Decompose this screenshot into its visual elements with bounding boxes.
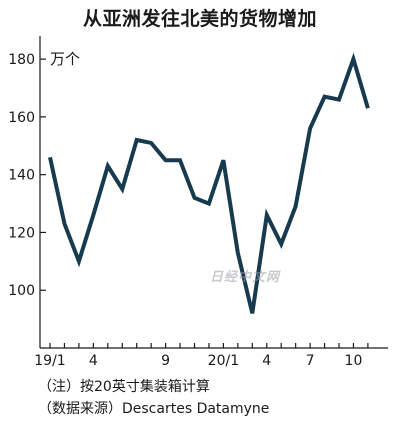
axes bbox=[39, 36, 388, 349]
footnote-unit: （注）按20英寸集装箱计算 bbox=[38, 379, 210, 395]
y-tick-label: 100 bbox=[8, 283, 35, 299]
footnote-source: （数据来源）Descartes Datamyne bbox=[38, 401, 270, 417]
x-tick-label: 7 bbox=[306, 353, 315, 369]
x-tick-label: 9 bbox=[161, 353, 170, 369]
x-tick-label: 4 bbox=[89, 353, 98, 369]
y-tick-label: 140 bbox=[8, 168, 35, 184]
x-tick-label: 19/1 bbox=[34, 353, 65, 369]
y-unit-label: 万个 bbox=[50, 50, 81, 68]
y-axis-ticks: 100 120 140 160 180 bbox=[8, 52, 46, 299]
y-tick-label: 180 bbox=[8, 52, 35, 68]
chart-title: 从亚洲发往北美的货物增加 bbox=[82, 8, 317, 30]
x-axis-ticks: 19/1 4 9 20/1 4 7 10 bbox=[34, 343, 369, 369]
x-tick-label: 4 bbox=[262, 353, 271, 369]
y-tick-label: 160 bbox=[8, 110, 35, 126]
watermark-logo: 日经中文网 bbox=[210, 270, 281, 285]
series-line bbox=[48, 52, 370, 314]
x-tick-label: 20/1 bbox=[208, 353, 239, 369]
x-tick-label: 10 bbox=[345, 353, 363, 369]
data-points bbox=[49, 59, 368, 314]
y-tick-label: 120 bbox=[8, 225, 35, 241]
